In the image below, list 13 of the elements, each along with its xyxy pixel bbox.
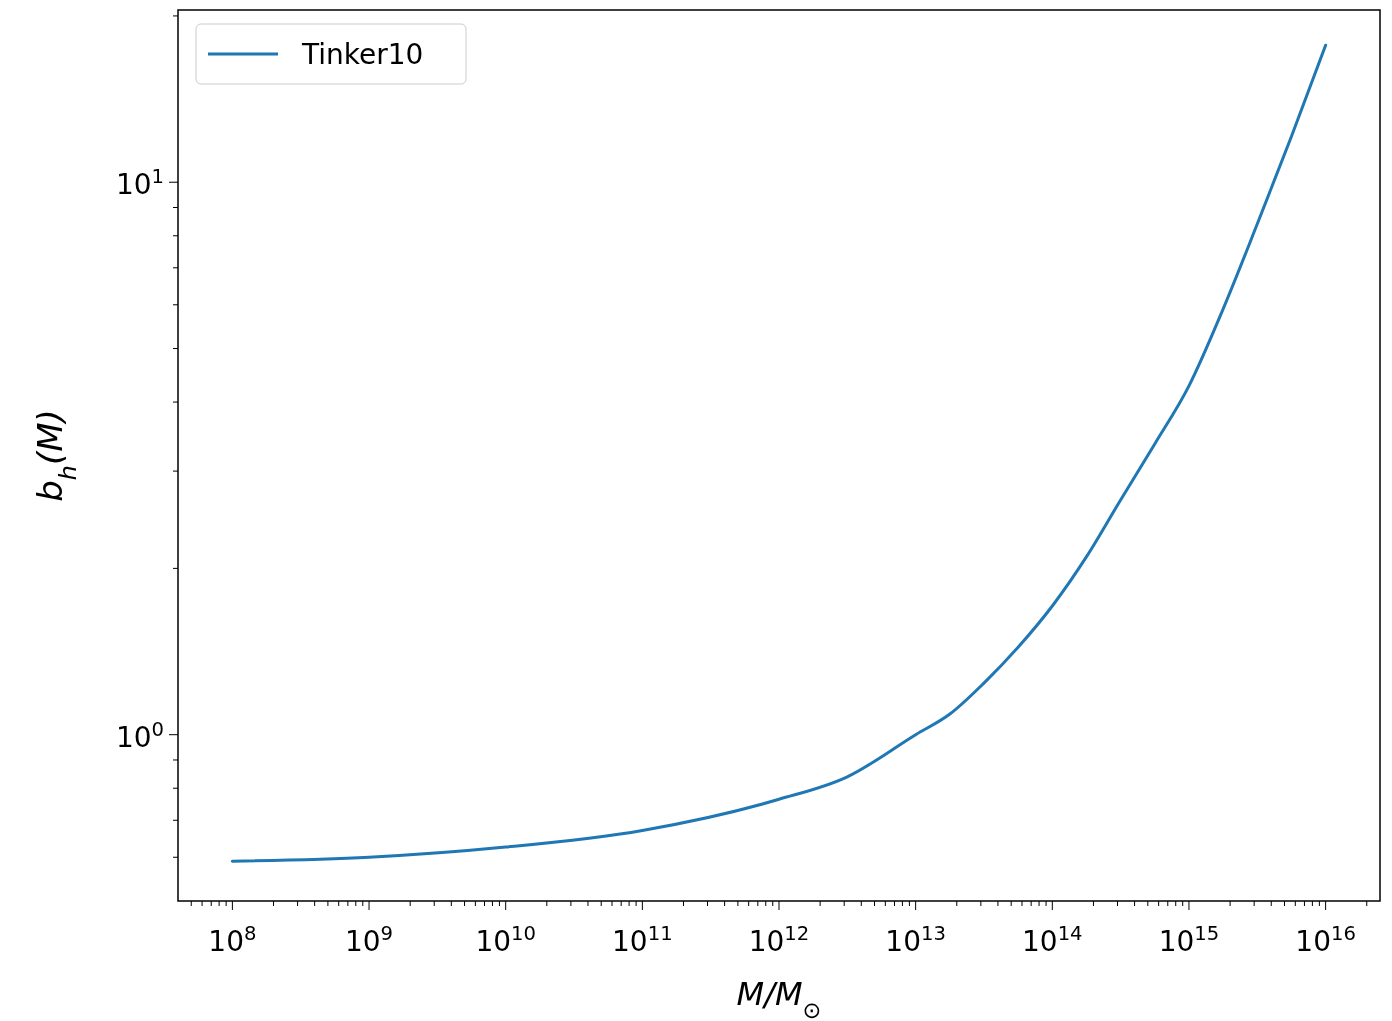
x-axis-title: M/M$_{⊙}$ bbox=[736, 975, 822, 1021]
x-tick-label: 10$^{16}$ bbox=[1295, 921, 1356, 958]
y-tick-label: 10$^{0}$ bbox=[115, 717, 164, 754]
x-tick-label: 10$^{13}$ bbox=[885, 921, 946, 958]
x-tick-label: 10$^{15}$ bbox=[1158, 921, 1220, 958]
x-tick-label: 10$^{12}$ bbox=[748, 921, 810, 958]
x-tick-label: 10$^{9}$ bbox=[344, 921, 394, 958]
legend-label: Tinker10 bbox=[301, 38, 424, 71]
x-tick-label: 10$^{8}$ bbox=[208, 921, 257, 958]
x-tick-label: 10$^{14}$ bbox=[1022, 921, 1083, 958]
x-tick-label: 10$^{10}$ bbox=[475, 921, 536, 958]
x-tick-label: 10$^{11}$ bbox=[612, 921, 673, 958]
y-tick-label: 10$^{1}$ bbox=[115, 164, 164, 202]
